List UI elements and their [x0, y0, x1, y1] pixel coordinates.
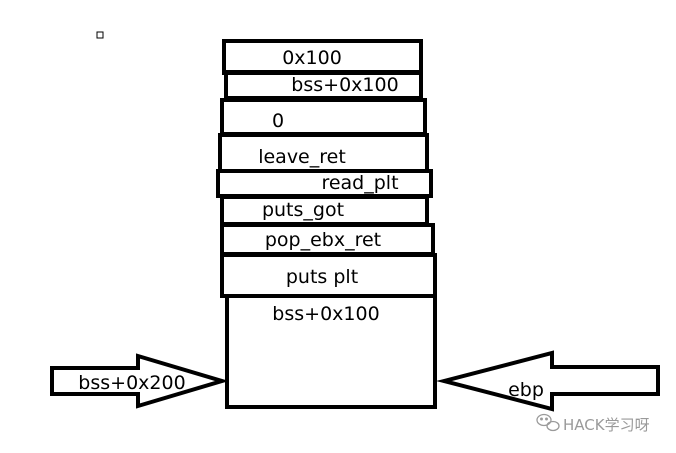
stack-cell-0-label: 0x100 [282, 47, 342, 69]
stack-cell-2: 0 [220, 98, 427, 136]
stack-cell-6-label: pop_ebx_ret [265, 229, 381, 251]
stack-cell-3: leave_ret [218, 133, 429, 173]
watermark: HACK学习呀 [536, 413, 650, 434]
stack-cell-1: bss+0x100 [224, 70, 423, 100]
stack-cell-0: 0x100 [222, 39, 423, 75]
corner-marker [96, 31, 104, 39]
watermark-text: HACK学习呀 [563, 416, 650, 434]
stack-cell-6: pop_ebx_ret [220, 223, 435, 256]
stack-cell-3-label: leave_ret [258, 146, 346, 168]
left-arrow: bss+0x200 [50, 353, 230, 409]
stack-cell-7: puts plt [220, 253, 437, 298]
wechat-icon [536, 413, 560, 432]
right-arrow: ebp [436, 350, 660, 412]
stack-cell-5: puts_got [220, 195, 429, 226]
stack-cell-8-label: bss+0x100 [272, 303, 379, 325]
stack-cell-1-label: bss+0x100 [291, 74, 398, 96]
stack-cell-8: bss+0x100 [225, 294, 437, 409]
stack-cell-7-label: puts plt [286, 266, 358, 288]
stack-cell-4-label: read_plt [321, 172, 398, 194]
stack-cell-2-label: 0 [272, 110, 284, 132]
left-arrow-label: bss+0x200 [78, 372, 185, 394]
right-arrow-label: ebp [508, 379, 544, 401]
stack-cell-4: read_plt [216, 169, 433, 198]
stack-cell-5-label: puts_got [262, 199, 344, 221]
